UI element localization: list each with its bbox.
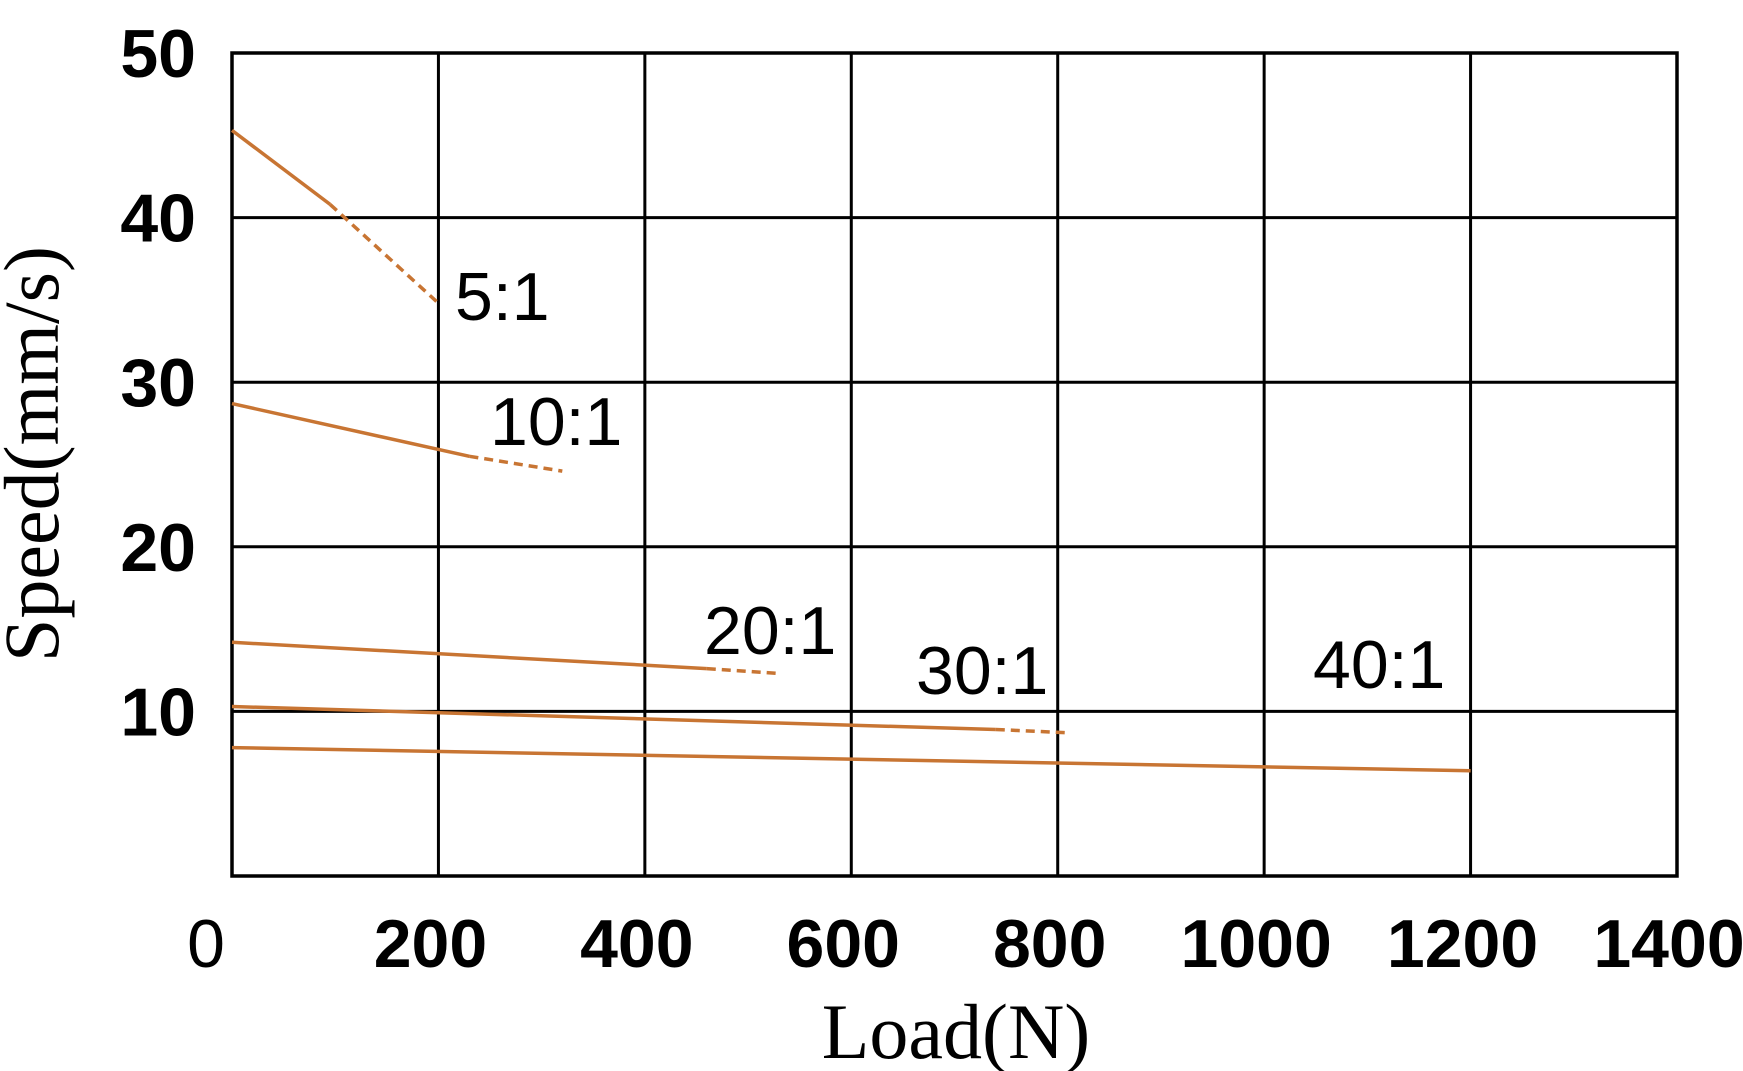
series-dash-20:1 (706, 666, 780, 676)
series-40:1 (231, 745, 1471, 773)
series-label-10:1: 10:1 (490, 384, 622, 460)
series-line-40:1 (231, 745, 1471, 773)
series-dash-30:1 (995, 727, 1069, 735)
series-label-40:1: 40:1 (1313, 627, 1445, 703)
x-tick-800: 800 (993, 906, 1106, 982)
series-line-10:1 (231, 401, 470, 459)
series-line-5:1 (230, 129, 332, 206)
series-group (230, 129, 1471, 773)
series-10:1 (231, 401, 563, 473)
y-tick-20: 20 (120, 510, 196, 586)
x-tick-600: 600 (787, 906, 900, 982)
series-dash-10:1 (469, 454, 563, 473)
y-tick-50: 50 (120, 16, 196, 92)
x-tick-1200: 1200 (1387, 906, 1538, 982)
y-tick-30: 30 (120, 345, 196, 421)
x-tick-0: 0 (187, 906, 225, 982)
x-tick-1400: 1400 (1593, 906, 1743, 982)
series-labels: 5:1 10:1 20:1 30:1 40:1 (455, 259, 1445, 709)
plot-frame (230, 51, 1679, 878)
series-label-20:1: 20:1 (704, 593, 836, 669)
x-axis-title: Load(N) (822, 988, 1091, 1071)
x-tick-1000: 1000 (1181, 906, 1332, 982)
series-30:1 (231, 704, 1069, 735)
series-line-30:1 (231, 704, 996, 732)
x-tick-200: 200 (374, 906, 487, 982)
series-5:1 (230, 129, 440, 305)
series-dash-5:1 (328, 203, 440, 305)
x-tick-labels: 0 200 400 600 800 1000 1200 1400 (187, 906, 1743, 982)
y-tick-40: 40 (120, 181, 196, 257)
y-axis-title: Speed(mm/s) (0, 246, 75, 662)
grid (232, 53, 1677, 876)
series-label-30:1: 30:1 (916, 633, 1048, 709)
series-20:1 (231, 640, 780, 676)
y-tick-labels: 10 20 30 40 50 (120, 16, 196, 750)
x-tick-400: 400 (580, 906, 693, 982)
series-line-20:1 (231, 640, 707, 671)
y-tick-10: 10 (120, 674, 196, 750)
series-label-5:1: 5:1 (455, 259, 550, 335)
